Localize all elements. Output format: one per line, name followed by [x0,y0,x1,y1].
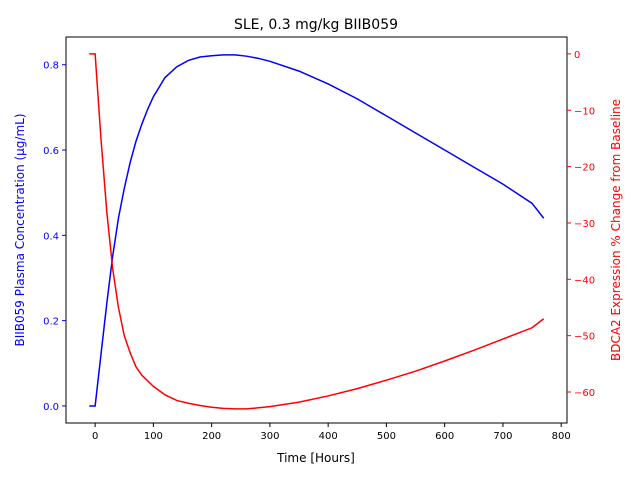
x-tick-label: 700 [493,431,512,442]
left-y-axis-label: BIIB059 Plasma Concentration (μg/mL) [13,113,27,346]
x-tick-label: 500 [377,431,396,442]
right-y-tick-label: −10 [574,106,595,117]
left-y-tick-label: 0.8 [43,61,59,72]
right-y-tick-label: 0 [574,50,580,61]
left-y-tick-label: 0.2 [43,317,59,328]
right-y-tick-label: −30 [574,219,595,230]
series-line-right [89,53,545,410]
tick-layer: 0 100 200 300 400 500 600 700 800 0.0 0.2 0.4 0.6 0.8… [43,50,595,442]
right-y-tick-label: −60 [574,388,595,399]
right-y-tick-label: −40 [574,275,595,286]
chart-title: SLE, 0.3 mg/kg BIIB059 [234,17,398,33]
right-y-axis-label: BDCA2 Expression % Change from Baseline [609,99,623,361]
x-tick-label: 300 [260,431,279,442]
x-tick-label: 400 [319,431,338,442]
left-y-tick-label: 0.6 [43,146,59,157]
x-axis-label: Time [Hours] [276,451,355,465]
left-y-tick-label: 0.4 [43,231,59,242]
x-tick-label: 800 [552,431,571,442]
left-y-tick-label: 0.0 [43,402,59,413]
right-y-tick-label: −50 [574,332,595,343]
x-tick-label: 0 [92,431,98,442]
x-tick-label: 600 [435,431,454,442]
x-tick-label: 200 [202,431,221,442]
right-y-tick-label: −20 [574,163,595,174]
series-line-left [89,54,545,407]
axes-frame [65,36,568,424]
plot-area [89,53,545,410]
x-tick-label: 100 [144,431,163,442]
